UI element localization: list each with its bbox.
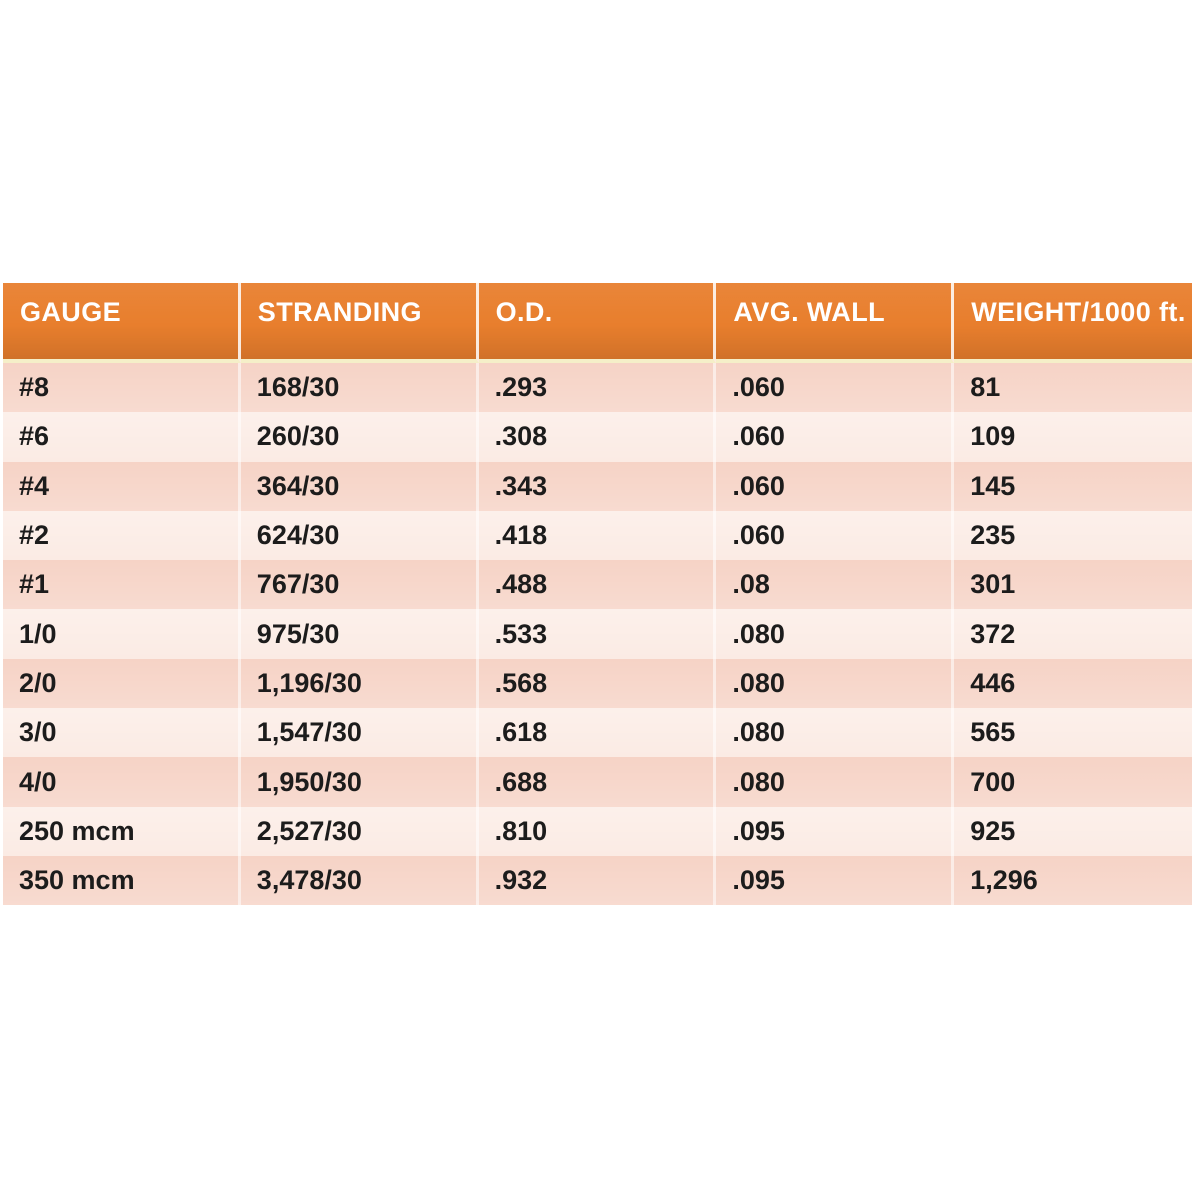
table-cell: 2/0 — [3, 658, 241, 709]
table-row: #6 260/30.308.060 109 — [3, 412, 1192, 462]
table-cell: 3/0 — [3, 708, 241, 758]
table-cell: .060 — [716, 510, 955, 561]
table-cell: .080 — [716, 708, 955, 758]
table-cell: #6 — [3, 412, 241, 462]
table-cell: #2 — [3, 510, 241, 561]
table-cell: #8 — [3, 363, 241, 413]
col-header-stranding: STRANDING — [240, 283, 479, 363]
table-row: 250 mcm 2,527/30.810.095 925 — [3, 806, 1192, 856]
table-cell: 235 — [954, 510, 1192, 561]
col-header-od: O.D. — [478, 283, 717, 363]
table-cell: .533 — [478, 609, 717, 659]
table-row: 1/0 975/30.533.080 372 — [3, 609, 1192, 659]
table-cell: .308 — [478, 412, 717, 462]
table-cell: 1,547/30 — [240, 708, 479, 758]
table-cell: .618 — [478, 708, 717, 758]
table-row: 350 mcm 3,478/30.932.095 1,296 — [3, 855, 1192, 906]
table-cell: .08 — [716, 560, 955, 610]
table-cell: .343 — [478, 461, 717, 511]
table-row: #4 364/30.343.060 145 — [3, 461, 1192, 511]
table-cell: .932 — [478, 855, 717, 906]
table-cell: 1,196/30 — [240, 658, 479, 709]
table-cell: .080 — [716, 658, 955, 709]
table-row: 4/0 1,950/30.688.080 700 — [3, 757, 1192, 807]
table-cell: .810 — [478, 806, 717, 856]
table-cell: .293 — [478, 363, 717, 413]
table-cell: .060 — [716, 412, 955, 462]
table-cell: #1 — [3, 560, 241, 610]
table-cell: 565 — [954, 708, 1192, 758]
table-row: #8 168/30.293.060 81 — [3, 363, 1192, 413]
table-cell: 446 — [954, 658, 1192, 709]
table-cell: .418 — [478, 510, 717, 561]
table-cell: 1/0 — [3, 609, 241, 659]
table-cell: 301 — [954, 560, 1192, 610]
table-cell: .060 — [716, 461, 955, 511]
table-cell: 624/30 — [240, 510, 479, 561]
col-header-weight: WEIGHT/1000 ft. — [954, 283, 1192, 363]
table-cell: 364/30 — [240, 461, 479, 511]
table-cell: .095 — [716, 806, 955, 856]
table-row: #2 624/30.418.060 235 — [3, 510, 1192, 561]
table-cell: .060 — [716, 363, 955, 413]
table-cell: .688 — [478, 757, 717, 807]
col-header-gauge: GAUGE — [3, 283, 241, 363]
table-cell: 168/30 — [240, 363, 479, 413]
table-body: #8 168/30.293.060 81 #6 260/30.308.060 109 #4 3… — [3, 363, 1192, 906]
table-cell: 109 — [954, 412, 1192, 462]
table-cell: 767/30 — [240, 560, 479, 610]
table-cell: 925 — [954, 806, 1192, 856]
table-cell: 145 — [954, 461, 1192, 511]
table-cell: 81 — [954, 363, 1192, 413]
table-cell: 372 — [954, 609, 1192, 659]
table-cell: 260/30 — [240, 412, 479, 462]
table-row: 2/0 1,196/30.568.080 446 — [3, 658, 1192, 709]
table-cell: .080 — [716, 757, 955, 807]
table-cell: 1,296 — [954, 855, 1192, 906]
table-cell: 350 mcm — [3, 855, 241, 906]
col-header-avg-wall: AVG. WALL — [716, 283, 955, 363]
header-row: GAUGE STRANDING O.D. AVG. WALL WEIGHT/10… — [3, 283, 1192, 363]
table-row: #1 767/30.488.08 301 — [3, 560, 1192, 610]
table-cell: 4/0 — [3, 757, 241, 807]
table-header: GAUGE STRANDING O.D. AVG. WALL WEIGHT/10… — [3, 283, 1192, 363]
table-cell: 3,478/30 — [240, 855, 479, 906]
table-cell: #4 — [3, 461, 241, 511]
table-cell: .568 — [478, 658, 717, 709]
table-cell: .095 — [716, 855, 955, 906]
table-row: 3/0 1,547/30.618.080 565 — [3, 708, 1192, 758]
table-cell: 975/30 — [240, 609, 479, 659]
table-cell: 700 — [954, 757, 1192, 807]
table-cell: .488 — [478, 560, 717, 610]
wire-spec-table: GAUGE STRANDING O.D. AVG. WALL WEIGHT/10… — [3, 283, 1192, 906]
table-cell: 1,950/30 — [240, 757, 479, 807]
table-cell: 2,527/30 — [240, 806, 479, 856]
table-cell: 250 mcm — [3, 806, 241, 856]
table-cell: .080 — [716, 609, 955, 659]
